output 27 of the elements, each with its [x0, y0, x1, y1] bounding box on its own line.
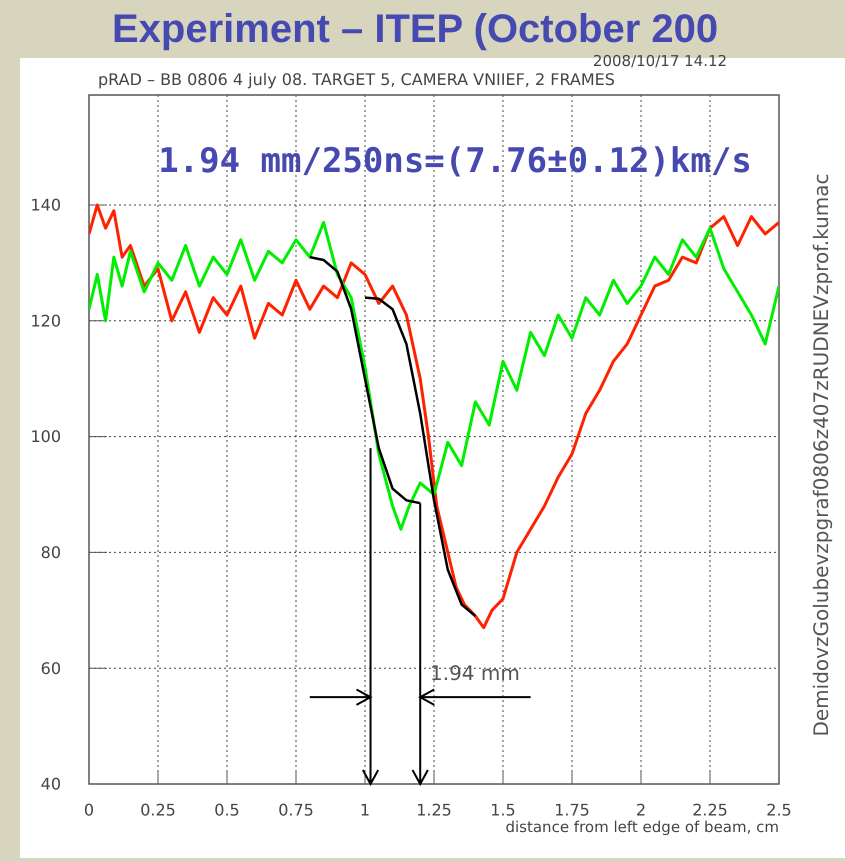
- x-tick-label: 2: [636, 800, 646, 820]
- x-tick-label: 1.75: [554, 800, 590, 820]
- x-tick-label: 2.5: [766, 800, 792, 820]
- x-tick-label: 2.25: [692, 800, 728, 820]
- y-tick-label: 60: [40, 658, 61, 678]
- chart-subtitle: pRAD – BB 0806 4 july 08. TARGET 5, CAMERA VNIIEF, 2 FRAMES: [98, 70, 615, 89]
- line-series: [364, 296, 477, 618]
- x-tick-label: 1.25: [416, 800, 452, 820]
- line-series: [89, 204, 779, 630]
- text: DemidovzGolubevzpgraf0806z407zRUDNEVzprof.kumac: [809, 173, 833, 737]
- x-tick-label: 1: [360, 800, 370, 820]
- y-tick-label: 140: [30, 196, 61, 215]
- x-tick-label: 0.75: [278, 800, 314, 820]
- x-tick-label: 0: [84, 800, 94, 820]
- x-tick-label: 1.5: [490, 800, 516, 820]
- y-tick-label: 120: [30, 311, 61, 330]
- annotation: 1.94 mm/250ns=(7.76±0.12)km/s: [158, 141, 752, 181]
- x-tick-label: 0.25: [140, 800, 176, 820]
- annotation: 1.94 mm: [430, 661, 520, 685]
- y-tick-label: 40: [40, 774, 61, 794]
- text: 2008/10/17 14.12: [592, 52, 728, 70]
- y-tick-label: 100: [30, 427, 61, 446]
- x-axis-title: distance from left edge of beam, cm: [505, 818, 779, 836]
- chart-title: Experiment – ITEP (October 200: [112, 7, 718, 51]
- x-tick-label: 0.5: [214, 800, 240, 820]
- y-tick-label: 80: [40, 543, 61, 562]
- line-series: [89, 220, 779, 531]
